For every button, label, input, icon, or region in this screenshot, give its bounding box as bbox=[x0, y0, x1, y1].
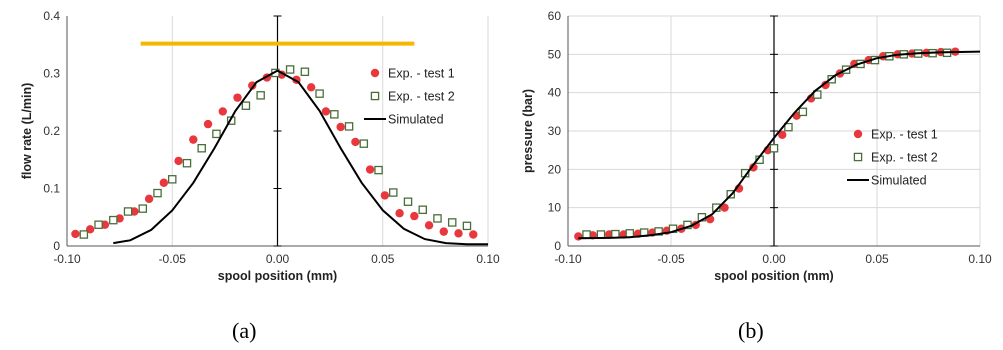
legend-swatch-test2 bbox=[370, 91, 380, 101]
series-test2-point bbox=[769, 143, 779, 153]
series-test1-point bbox=[574, 232, 583, 241]
series-test2-point bbox=[403, 197, 413, 206]
series-test2-point bbox=[182, 158, 192, 168]
series-test2-point bbox=[462, 221, 472, 231]
x-axis-title: spool position (mm) bbox=[218, 269, 337, 283]
x-tick-label: 0.10 bbox=[476, 252, 500, 266]
series-test1-point bbox=[749, 163, 758, 172]
series-test2-point bbox=[285, 65, 295, 74]
series-test2-point bbox=[256, 91, 265, 100]
y-axis-title: flow rate (L/min) bbox=[20, 83, 34, 180]
series-test1-point bbox=[189, 135, 198, 144]
legend-label: Exp. - test 1 bbox=[871, 128, 938, 142]
x-tick-label: 0.05 bbox=[371, 252, 395, 266]
series-test2-point bbox=[447, 218, 457, 227]
x-tick-label: -0.10 bbox=[53, 252, 81, 266]
series-simulated-line bbox=[578, 50, 981, 240]
series-test2-point bbox=[109, 215, 118, 225]
series-test1-point bbox=[159, 178, 169, 187]
legend-swatch-test1 bbox=[853, 129, 863, 139]
series-test1-point bbox=[424, 221, 434, 230]
series-test1-point bbox=[336, 122, 345, 132]
chart-panel-a: -0.10 -0.05 0.00 0.05 0.10 0 0.1 0.2 0.3 0.4 spool… bbox=[0, 0, 500, 350]
flow-rate-chart: -0.10 -0.05 0.00 0.05 0.10 0 0.1 0.2 0.3 0.4 spool… bbox=[20, 9, 500, 283]
legend-label: Exp. - test 2 bbox=[871, 151, 938, 165]
legend-label: Exp. - test 2 bbox=[388, 90, 455, 104]
legend-label: Exp. - test 1 bbox=[388, 67, 455, 81]
y-tick-label: 0 bbox=[554, 239, 561, 253]
x-tick-label: 0.00 bbox=[266, 252, 290, 266]
series-test1-point bbox=[174, 156, 183, 166]
series-test2-point bbox=[138, 204, 148, 213]
pressure-chart: -0.10 -0.05 0.00 0.05 0.10 0 10 20 30 40 50 60 spool… bbox=[521, 9, 992, 283]
series-test2-point bbox=[153, 188, 162, 198]
series-test2-point bbox=[197, 143, 206, 153]
y-tick-label: 0.4 bbox=[43, 9, 60, 23]
legend-swatch-test1 bbox=[370, 68, 380, 78]
y-tick-label: 0.2 bbox=[43, 124, 60, 138]
series-test1-point bbox=[439, 227, 448, 236]
series-test2-point bbox=[300, 67, 310, 77]
series-test2-point bbox=[167, 175, 177, 184]
series-test2-point bbox=[798, 107, 808, 117]
series-test2-point bbox=[79, 230, 89, 239]
series-test1-point bbox=[778, 130, 787, 140]
y-axis-title: pressure (bar) bbox=[521, 89, 535, 173]
y-tick-label: 0.1 bbox=[43, 182, 60, 196]
y-tick-label: 0 bbox=[53, 239, 60, 253]
y-tick-label: 40 bbox=[548, 86, 562, 100]
series-test1-point bbox=[380, 191, 390, 200]
series-test2-point bbox=[241, 101, 251, 110]
series-test2-point bbox=[784, 122, 793, 132]
y-tick-label: 0.3 bbox=[43, 67, 60, 81]
series-test2-point bbox=[359, 139, 369, 148]
series-test2-point bbox=[433, 214, 442, 223]
series-test2-point bbox=[389, 188, 398, 197]
series-test2-point bbox=[625, 229, 635, 238]
series-test1-point bbox=[321, 107, 331, 116]
x-tick-label: 0.05 bbox=[865, 252, 889, 266]
y-tick-label: 30 bbox=[548, 124, 562, 138]
series-simulated-line bbox=[113, 69, 488, 246]
series-test1-point bbox=[218, 107, 227, 116]
series-test2-point bbox=[94, 220, 103, 229]
y-tick-label: 50 bbox=[548, 47, 562, 61]
legend-label: Simulated bbox=[388, 113, 444, 127]
series-test2-point bbox=[212, 129, 221, 139]
series-test1-point bbox=[720, 203, 729, 212]
series-test1-point bbox=[365, 165, 375, 174]
x-axis-title: spool position (mm) bbox=[714, 269, 833, 283]
chart-panel-b: -0.10 -0.05 0.00 0.05 0.10 0 10 20 30 40 50 60 spool… bbox=[505, 0, 1003, 350]
series-test1-point bbox=[306, 83, 316, 92]
y-tick-label: 10 bbox=[548, 201, 562, 215]
series-test2-point bbox=[374, 165, 383, 175]
x-tick-label: -0.10 bbox=[554, 252, 582, 266]
series-test2-point bbox=[123, 207, 133, 216]
series-test2-point bbox=[813, 90, 822, 99]
series-test1-point bbox=[410, 211, 419, 221]
x-tick-label: 0.00 bbox=[762, 252, 786, 266]
series-test1-point bbox=[395, 209, 404, 218]
panel-label-a: (a) bbox=[232, 318, 257, 343]
y-tick-label: 20 bbox=[548, 162, 562, 176]
series-test1-point bbox=[454, 229, 463, 238]
series-test1-point bbox=[203, 119, 213, 129]
x-tick-label: 0.10 bbox=[968, 252, 992, 266]
series-test2-point bbox=[344, 122, 354, 131]
series-test2-point bbox=[582, 230, 591, 239]
series-test1-point bbox=[469, 230, 478, 239]
series-test1-point bbox=[144, 194, 154, 204]
panel-label-b: (b) bbox=[738, 318, 764, 343]
series-test2-point bbox=[330, 110, 339, 119]
series-test1-point bbox=[351, 137, 360, 147]
series-test2-point bbox=[315, 89, 324, 98]
series-test1-point bbox=[233, 93, 242, 102]
y-tick-label: 60 bbox=[548, 9, 562, 23]
x-tick-label: -0.05 bbox=[657, 252, 685, 266]
series-test1-point bbox=[71, 229, 80, 239]
legend-swatch-test2 bbox=[853, 152, 863, 162]
x-tick-label: -0.05 bbox=[159, 252, 187, 266]
series-test2-point bbox=[418, 205, 427, 215]
legend-label: Simulated bbox=[871, 174, 927, 188]
